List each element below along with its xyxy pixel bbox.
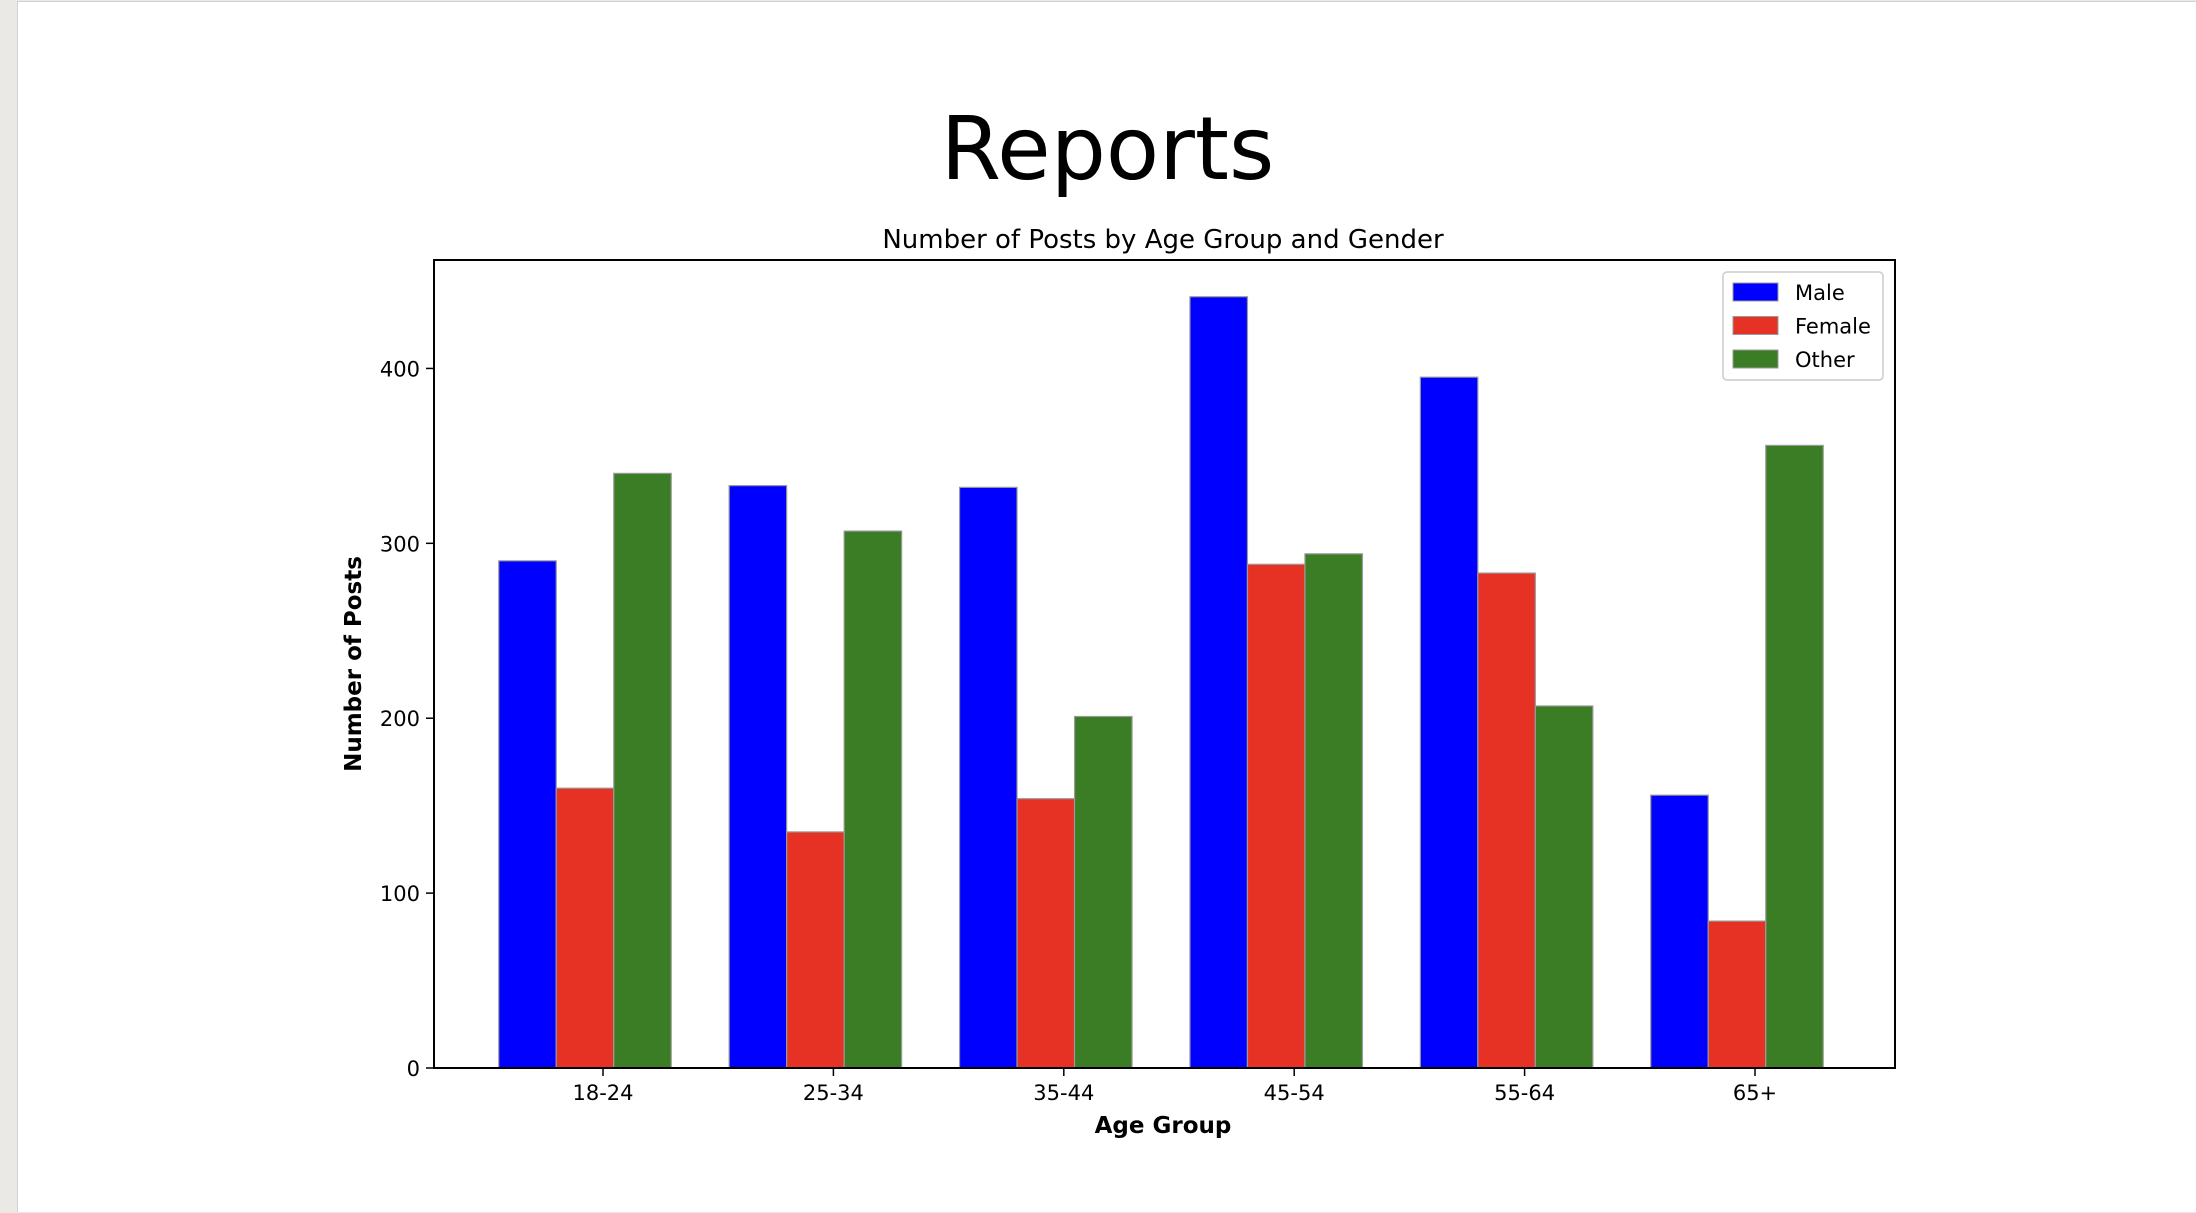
bar-female-18-24 — [555, 787, 615, 1069]
bar-other-35-44 — [1073, 715, 1133, 1069]
bars-group — [498, 296, 1824, 1069]
x-tick-label: 25-34 — [803, 1081, 864, 1105]
chart-title: Number of Posts by Age Group and Gender — [882, 225, 1444, 255]
bar-other-25-34 — [843, 530, 903, 1069]
legend-swatch-male — [1732, 282, 1779, 302]
bar-male-55-64 — [1419, 376, 1479, 1069]
y-tick-label: 400 — [380, 357, 420, 381]
bar-other-55-64 — [1534, 705, 1594, 1069]
slide-title: Reports — [940, 98, 1275, 200]
bar-chart: Number of Posts by Age Group and Gender … — [341, 225, 1896, 1139]
bar-other-45-54 — [1304, 553, 1364, 1069]
slide: Reports Number of Posts by Age Group and… — [17, 1, 2196, 1212]
x-axis-ticks: 18-24 25-34 35-44 45-54 55-64 65+ — [572, 1068, 1777, 1105]
bar-other-18-24 — [613, 472, 672, 1069]
bar-male-35-44 — [958, 486, 1018, 1069]
x-tick-label: 35-44 — [1033, 1081, 1094, 1105]
x-tick-label: 45-54 — [1264, 1081, 1325, 1105]
x-tick-label: 18-24 — [572, 1081, 633, 1105]
bar-female-35-44 — [1016, 798, 1076, 1069]
bar-female-45-54 — [1246, 563, 1306, 1069]
y-axis-ticks: 0 100 200 300 400 — [380, 357, 434, 1081]
legend-swatch-other — [1732, 349, 1779, 369]
bar-male-25-34 — [728, 485, 788, 1069]
y-tick-label: 100 — [380, 882, 420, 906]
x-tick-label: 55-64 — [1494, 1081, 1555, 1105]
legend-label-male: Male — [1795, 281, 1845, 305]
x-tick-label: 65+ — [1733, 1081, 1777, 1105]
bar-male-65+ — [1650, 794, 1709, 1069]
legend-swatch-female — [1732, 316, 1779, 335]
bar-female-65+ — [1707, 920, 1767, 1069]
bar-male-45-54 — [1189, 296, 1249, 1069]
bar-female-25-34 — [786, 831, 845, 1069]
y-tick-label: 0 — [407, 1057, 420, 1081]
legend-label-female: Female — [1795, 315, 1871, 339]
y-axis-label: Number of Posts — [341, 556, 367, 772]
legend: Male Female Other — [1722, 271, 1884, 381]
legend-label-other: Other — [1795, 348, 1855, 372]
x-axis-label: Age Group — [1095, 1113, 1232, 1139]
y-tick-label: 200 — [380, 707, 420, 731]
plot-frame — [433, 259, 1896, 1069]
bar-other-65+ — [1765, 444, 1824, 1069]
bar-male-18-24 — [498, 560, 557, 1069]
bar-female-55-64 — [1477, 572, 1536, 1069]
y-tick-label: 300 — [380, 532, 420, 556]
